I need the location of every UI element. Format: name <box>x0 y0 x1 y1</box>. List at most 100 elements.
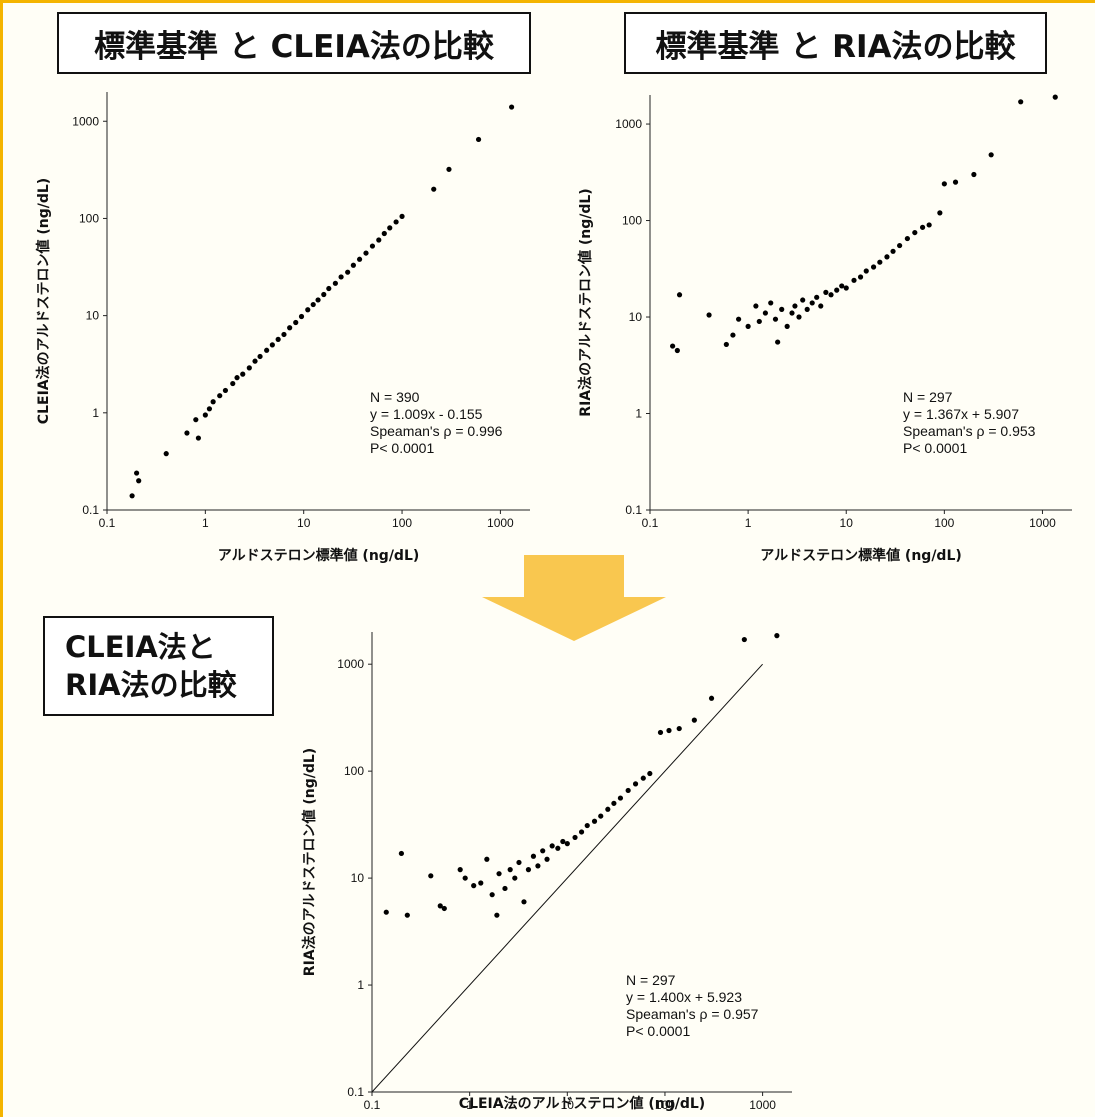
data-point <box>1018 99 1024 105</box>
data-point <box>897 242 903 249</box>
data-point <box>857 274 864 280</box>
data-point <box>446 166 452 172</box>
data-point <box>804 306 810 312</box>
y-tick-label: 0.1 <box>625 503 642 517</box>
data-point <box>404 912 410 918</box>
data-point <box>647 770 653 777</box>
data-point <box>843 285 849 291</box>
x-tick-label: 1 <box>466 1098 473 1112</box>
x-tick-label: 1000 <box>1029 516 1056 530</box>
data-point <box>572 834 578 841</box>
x-axis-label: アルドステロン標準値 (ng/dL) <box>760 547 962 564</box>
data-point <box>240 371 246 377</box>
data-point <box>457 867 463 873</box>
data-point <box>345 269 351 275</box>
y-tick-label: 1000 <box>615 117 642 131</box>
data-point <box>502 885 508 892</box>
data-point <box>919 224 926 230</box>
data-point <box>670 343 676 349</box>
data-point <box>428 873 434 879</box>
data-point <box>369 243 376 249</box>
data-point <box>753 303 759 309</box>
stat-annotation: P< 0.0001 <box>370 440 434 456</box>
stat-annotation: P< 0.0001 <box>626 1023 690 1039</box>
data-point <box>555 845 561 851</box>
data-point <box>564 841 570 847</box>
heading-right: 標準基準 と RIA法の比較 <box>624 12 1047 74</box>
data-point <box>676 725 682 732</box>
data-point <box>775 339 781 345</box>
data-point <box>774 633 780 639</box>
data-point <box>768 300 774 306</box>
stat-annotation: N = 297 <box>903 389 953 405</box>
data-point <box>217 393 223 399</box>
x-tick-label: 10 <box>840 516 854 530</box>
x-tick-label: 1000 <box>749 1098 776 1112</box>
heading-bottom-line2: RIA法の比較 <box>65 668 237 702</box>
data-point <box>691 717 697 723</box>
data-point <box>814 294 820 300</box>
data-point <box>800 297 806 303</box>
heading-left: 標準基準 と CLEIA法の比較 <box>57 12 531 74</box>
data-point <box>584 822 590 829</box>
x-tick-label: 100 <box>934 516 954 530</box>
data-point <box>657 729 664 736</box>
data-point <box>338 274 344 280</box>
data-point <box>222 387 229 394</box>
heading-bottom-line1: CLEIA法と <box>65 630 216 664</box>
data-point <box>809 300 815 306</box>
data-point <box>398 850 404 857</box>
data-point <box>870 264 877 270</box>
data-point <box>206 406 213 412</box>
x-axis-label: アルドステロン標準値 (ng/dL) <box>218 547 420 564</box>
data-point <box>617 795 624 801</box>
x-tick-label: 1 <box>202 516 209 530</box>
data-point <box>293 319 299 326</box>
stat-annotation: N = 390 <box>370 389 420 405</box>
data-point <box>475 136 482 143</box>
data-point <box>376 237 382 243</box>
data-point <box>772 316 779 322</box>
data-point <box>202 412 208 418</box>
data-point <box>605 806 611 812</box>
stat-annotation: P< 0.0001 <box>903 440 967 456</box>
data-point <box>1052 94 1058 100</box>
data-point <box>666 727 672 734</box>
data-point <box>941 181 947 187</box>
data-point <box>494 912 500 918</box>
data-point <box>315 297 321 303</box>
data-point <box>884 254 890 260</box>
data-point <box>136 478 142 484</box>
data-point <box>676 292 683 298</box>
data-point <box>326 285 332 292</box>
data-point <box>530 853 537 859</box>
down-arrow-shape <box>482 555 666 641</box>
data-point <box>625 787 631 794</box>
data-point <box>540 848 546 854</box>
data-point <box>134 470 140 476</box>
y-tick-label: 100 <box>79 211 99 225</box>
data-point <box>257 353 263 360</box>
data-point <box>789 310 795 316</box>
data-point <box>839 283 845 289</box>
data-point <box>321 291 327 298</box>
data-point <box>383 909 389 915</box>
x-tick-label: 1000 <box>487 516 514 530</box>
data-point <box>708 695 715 701</box>
x-tick-label: 10 <box>561 1098 575 1112</box>
stat-annotation: Speaman's ρ = 0.957 <box>626 1006 759 1022</box>
data-point <box>363 250 369 256</box>
data-point <box>437 903 443 909</box>
data-point <box>356 256 363 262</box>
data-point <box>578 829 585 835</box>
data-point <box>264 347 270 353</box>
data-point <box>478 880 484 886</box>
data-point <box>509 104 515 110</box>
data-point <box>496 871 502 877</box>
data-point <box>246 365 252 371</box>
stat-annotation: N = 297 <box>626 972 676 988</box>
x-tick-label: 100 <box>392 516 412 530</box>
data-point <box>792 303 798 309</box>
y-axis-label: RIA法のアルドステロン値 (ng/dL) <box>301 748 318 976</box>
